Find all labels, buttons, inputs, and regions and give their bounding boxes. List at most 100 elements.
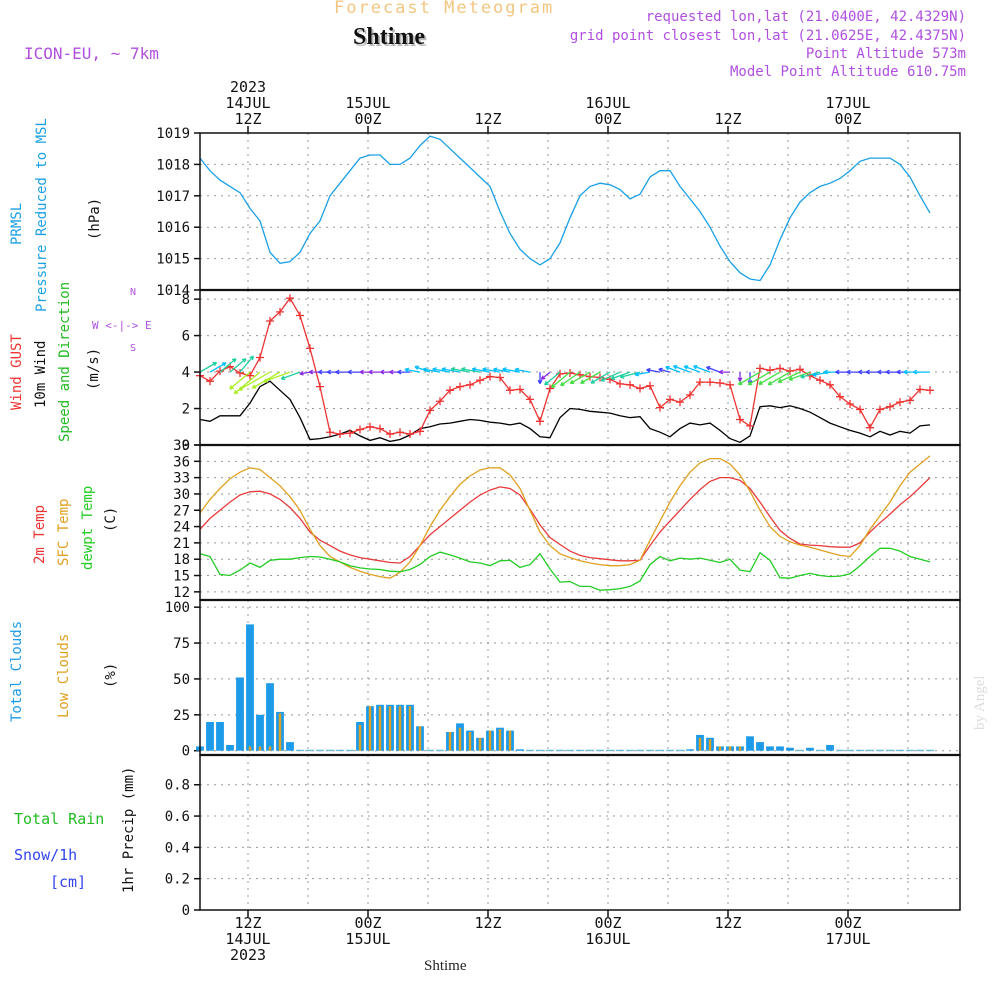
time-label-bottom: 14JUL [225,930,270,948]
y-tick-label: 1014 [156,283,190,299]
time-label-top: 16JUL [585,94,630,112]
time-label-top: 2023 [230,78,266,96]
y-tick-label: 1015 [156,252,190,268]
time-label-top: 12Z [234,110,261,128]
time-label-bottom: 17JUL [825,930,870,948]
total-cloud-label: Total Clouds [9,620,25,722]
wind-direction-arrow [580,371,601,384]
gust-marker [376,424,384,433]
low-cloud-bar [268,746,272,751]
sfc-temp-line [199,455,931,579]
total-cloud-bar [816,749,824,752]
gust-marker [866,423,874,432]
low-cloud-bar [378,706,382,751]
total-cloud-bar [596,749,604,752]
wind-direction-arrow [404,367,421,373]
wind-direction-arrow [199,361,218,373]
total-cloud-bar [576,749,584,752]
time-label-top: 14JUL [225,94,270,112]
wind-speed-line [199,380,931,444]
total-cloud-bar [836,749,844,752]
y-tick-label: 0.2 [165,872,190,888]
sfc-temp-label: SFC Temp [56,498,72,566]
time-label-bottom: 2023 [230,946,266,964]
gust-marker [856,405,864,414]
total-cloud-bar [916,749,924,752]
total-cloud-bar [296,749,304,752]
total-cloud-bar [616,749,624,752]
wind-10m-label: 10m Wind [33,340,49,408]
low-cloud-bar [468,732,472,751]
gust-marker [736,415,744,424]
total-cloud-bar [426,749,434,752]
time-label-top: 15JUL [345,94,390,112]
t2m-label: 2m Temp [32,504,48,564]
total-cloud-bar [926,749,934,752]
pressure-label-2: Pressure Reduced to MSL [34,118,50,312]
time-label-top: 12Z [474,110,501,128]
wind-direction-arrow [737,371,761,386]
gust-marker [616,379,624,388]
gust-marker [926,386,934,395]
wind-direction-arrow [422,367,441,373]
total-cloud-bar [646,749,654,752]
y-tick-label: 36 [173,454,190,470]
gust-marker [466,380,474,389]
time-label-bottom: 12Z [234,914,261,932]
wind-direction-arrow [238,371,271,391]
y-tick-label: 0.8 [165,778,190,794]
meteogram-title: Forecast Meteogram [334,0,555,18]
low-cloud-bar [718,746,722,751]
time-label-bottom: 16JUL [585,930,630,948]
total-cloud-bar [876,749,884,752]
gust-marker [566,368,574,377]
total-cloud-bar [546,749,554,752]
gust-marker [636,384,644,393]
gust-marker [726,380,734,389]
y-tick-label: 33 [173,471,190,487]
total-cloud-bar [676,749,684,752]
total-cloud-bar [226,745,234,751]
wind-direction-arrow [747,371,771,386]
low-cloud-bar [448,732,452,751]
total-cloud-bar [796,749,804,752]
gust-marker [216,367,224,376]
dewpt-label: dewpt Temp [80,485,96,570]
compass-we: W <-|-> E [92,319,152,332]
low-cloud-bar [738,746,742,751]
y-tick-label: 0 [182,438,190,454]
gust-marker [676,398,684,407]
y-tick-label: 50 [173,672,190,688]
y-tick-label: 2 [182,402,190,418]
requested-coords: requested lon,lat (21.0400E, 42.4329N) [645,9,966,25]
wind-direction-arrow [368,369,380,375]
total-cloud-bar [666,749,674,752]
gust-marker [646,381,654,390]
wind-direction-arrow [359,369,370,375]
y-tick-label: 15 [173,569,190,585]
gust-marker [896,398,904,407]
wind-direction-arrow [347,369,360,375]
gust-marker [526,395,534,404]
low-cloud-bar [278,713,282,751]
low-cloud-bar [398,706,402,751]
gust-marker [796,365,804,374]
gust-marker [436,397,444,406]
total-cloud-bar [236,677,244,751]
total-cloud-bar [776,746,784,751]
low-cloud-label: Low Clouds [56,633,72,718]
low-cloud-bar [418,726,422,751]
wind-direction-arrow [646,367,661,373]
total-cloud-bar [346,749,354,752]
gust-marker [426,406,434,415]
wind-direction-arrow [600,371,621,382]
wind-direction-arrow [800,371,821,379]
gust-marker [446,386,454,395]
low-cloud-bar [408,706,412,751]
wind-direction-arrow [482,367,501,373]
wind-direction-arrow [263,371,291,383]
total-cloud-bar [786,747,794,751]
y-tick-label: 100 [165,600,190,616]
wind-direction-arrow [514,367,531,373]
gust-marker [816,376,824,385]
